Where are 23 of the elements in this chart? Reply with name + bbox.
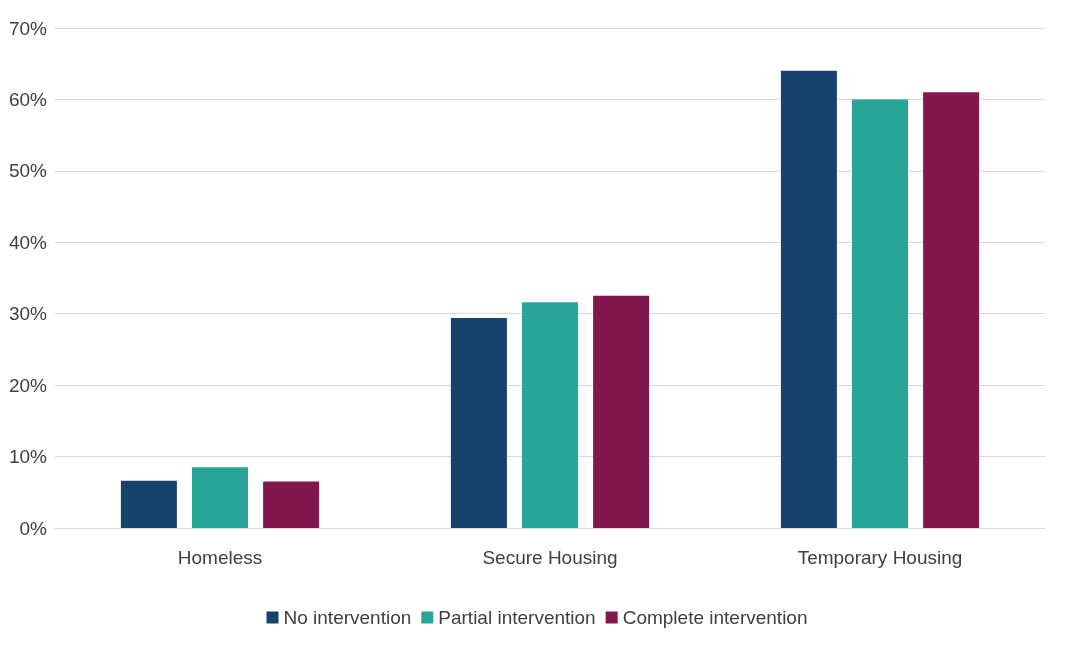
x-tick-label: Homeless: [177, 547, 263, 568]
y-tick-label: 50%: [8, 160, 48, 182]
y-tick-label: 70%: [8, 17, 48, 39]
legend-label: No intervention: [283, 607, 412, 628]
legend-label: Partial intervention: [438, 607, 596, 628]
x-tick-label: Secure Housing: [482, 547, 618, 568]
bar: [450, 318, 507, 528]
legend-label: Complete intervention: [622, 607, 808, 628]
bar: [192, 467, 248, 528]
bar: [120, 480, 177, 528]
y-tick-label: 0%: [19, 517, 48, 539]
y-tick-label: 30%: [8, 303, 48, 325]
y-tick-label: 20%: [8, 374, 48, 396]
bar: [780, 70, 837, 528]
bar: [852, 99, 908, 528]
bar: [263, 481, 320, 528]
bar: [522, 302, 578, 528]
bar: [923, 92, 980, 528]
bar: [593, 295, 650, 528]
y-tick-label: 10%: [8, 446, 48, 468]
y-tick-label: 40%: [8, 231, 48, 253]
x-tick-label: Temporary Housing: [797, 547, 963, 568]
y-tick-label: 60%: [8, 88, 48, 110]
